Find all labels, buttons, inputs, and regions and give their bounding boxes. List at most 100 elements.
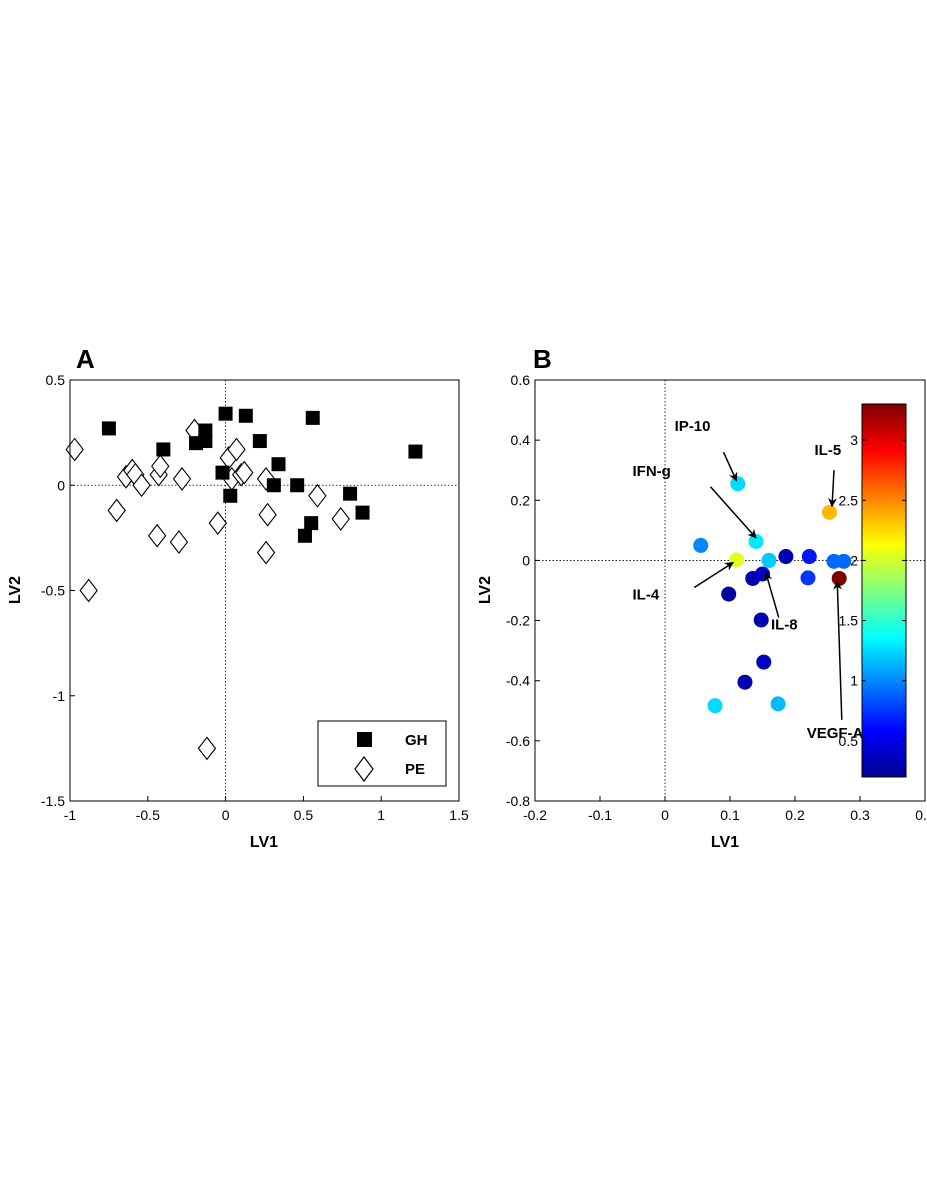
- y-tick-label: -0.2: [506, 613, 530, 629]
- colorbar-tick-label: 1: [850, 673, 858, 689]
- gh-square-point: [101, 421, 116, 436]
- annotation-arrow: [693, 561, 735, 589]
- gh-square-point: [252, 434, 267, 449]
- gh-square-point: [215, 465, 230, 480]
- annotation-label: IP-10: [675, 418, 711, 435]
- panel-b-plot-frame: [534, 379, 926, 802]
- pe-diamond-point: [107, 498, 126, 523]
- pe-diamond-point: [256, 540, 276, 565]
- x-tick-label: 0: [661, 807, 669, 823]
- colorbar-tick-label: 2.5: [839, 492, 859, 508]
- y-tick-label: -0.4: [506, 673, 530, 689]
- x-tick-label: 0.4: [915, 807, 927, 823]
- x-tick-label: 0.2: [785, 807, 805, 823]
- gh-square-point: [198, 423, 213, 438]
- gh-square-point: [198, 434, 213, 449]
- legend-gh-marker: [357, 732, 372, 747]
- panel-a-points: [65, 406, 423, 761]
- annotation-label: IFN-g: [633, 463, 671, 480]
- x-tick-label: 0.5: [294, 807, 314, 823]
- annotation-arrow: [763, 571, 780, 618]
- gh-square-point: [343, 486, 358, 501]
- pe-diamond-point: [235, 460, 254, 485]
- pe-diamond-point: [169, 530, 189, 554]
- x-tick-label: 1.5: [449, 807, 469, 823]
- panel-a: A LV1 LV2 -1 -0.5 0 0.5 1 1.5-1.5-1-0.500.5 G…: [7, 344, 469, 851]
- panel-a-y-axis-label: LV2: [7, 576, 24, 604]
- pe-diamond-point: [331, 507, 350, 531]
- gh-square-point: [271, 457, 286, 472]
- panel-b-colorbar: 0.5 1 1.5 2 2.5 3: [839, 403, 907, 778]
- panel-a-plot-frame: [69, 379, 460, 802]
- pe-diamond-point: [65, 437, 84, 462]
- panel-a-x-axis-label: LV1: [250, 834, 278, 851]
- x-tick-label: -0.1: [588, 807, 612, 823]
- annotation-label: IL-8: [771, 617, 798, 634]
- legend-gh-label: GH: [405, 732, 428, 749]
- gh-square-point: [355, 505, 370, 520]
- pe-diamond-point: [132, 473, 151, 498]
- colorbar-tick-label: 3: [850, 432, 858, 448]
- pe-diamond-point: [147, 523, 167, 548]
- x-tick-label: 0: [222, 807, 230, 823]
- legend-pe-marker: [354, 756, 374, 782]
- annotation-arrow: [827, 470, 837, 508]
- cytokine-point: [737, 674, 753, 690]
- panel-b-y-axis-label: LV2: [477, 576, 494, 604]
- pe-diamond-point: [151, 454, 170, 479]
- panel-a-legend: GH PE: [317, 720, 447, 787]
- x-tick-label: 1: [377, 807, 385, 823]
- legend-box: [317, 720, 447, 787]
- cytokine-point: [729, 552, 744, 568]
- pe-diamond-point: [258, 502, 277, 527]
- annotation-arrow: [709, 486, 757, 539]
- gh-square-point: [305, 410, 320, 425]
- colorbar-tick-label: 0.5: [839, 733, 859, 749]
- gh-square-point: [223, 488, 238, 503]
- y-tick-label: -1: [53, 688, 66, 704]
- pe-diamond-point: [208, 511, 228, 536]
- panel-b-x-axis-label: LV1: [711, 834, 739, 851]
- pe-diamond-point: [227, 437, 246, 462]
- gh-square-point: [290, 478, 305, 493]
- pe-diamond-point: [197, 736, 217, 761]
- annotation-label: VEGF-A: [807, 725, 864, 742]
- gh-square-point: [408, 444, 423, 459]
- y-tick-label: 0.4: [511, 432, 531, 448]
- colorbar-gradient: [861, 403, 907, 778]
- y-tick-label: 0: [522, 552, 530, 568]
- gh-square-point: [156, 442, 171, 457]
- cytokine-point: [800, 570, 816, 586]
- cytokine-point: [721, 586, 737, 602]
- x-tick-label: 0.1: [720, 807, 740, 823]
- pe-diamond-point: [79, 578, 98, 603]
- cytokine-point: [756, 654, 772, 670]
- gh-square-point: [238, 408, 253, 423]
- annotation-arrow: [722, 451, 738, 482]
- y-tick-label: 0.5: [46, 372, 66, 388]
- colorbar-tick-label: 2: [850, 552, 858, 568]
- cytokine-point: [693, 537, 709, 553]
- legend-pe-label: PE: [405, 761, 425, 778]
- panel-b-points: [693, 476, 891, 714]
- cytokine-point: [821, 504, 837, 520]
- annotation-arrow: [833, 580, 843, 720]
- annotation-label: IL-4: [633, 587, 660, 604]
- cytokine-point: [831, 570, 847, 586]
- cytokine-point: [707, 698, 723, 714]
- panel-a-ticks: -1 -0.5 0 0.5 1 1.5-1.5-1-0.500.5: [41, 372, 469, 823]
- x-tick-label: -0.2: [523, 807, 547, 823]
- cytokine-point: [730, 476, 746, 492]
- cytokine-point: [748, 533, 764, 549]
- panel-b: B LV1 LV2 -0.2-0.100.10.20.30.4-0.8-0.6-…: [477, 344, 927, 851]
- gh-square-point: [218, 406, 233, 421]
- colorbar-tick-label: 1.5: [839, 613, 859, 629]
- y-tick-label: -0.5: [41, 583, 65, 599]
- cytokine-point: [778, 549, 794, 565]
- panel-b-ticks: -0.2 -0.1 0 0.1 0.2 0.3 0.4 -0.8 -0.6 -0.4 -0.2 0 0.…: [506, 372, 927, 823]
- y-tick-label: -0.6: [506, 733, 530, 749]
- y-tick-label: 0.6: [511, 372, 531, 388]
- y-tick-label: 0.2: [511, 492, 531, 508]
- pe-diamond-point: [308, 483, 327, 508]
